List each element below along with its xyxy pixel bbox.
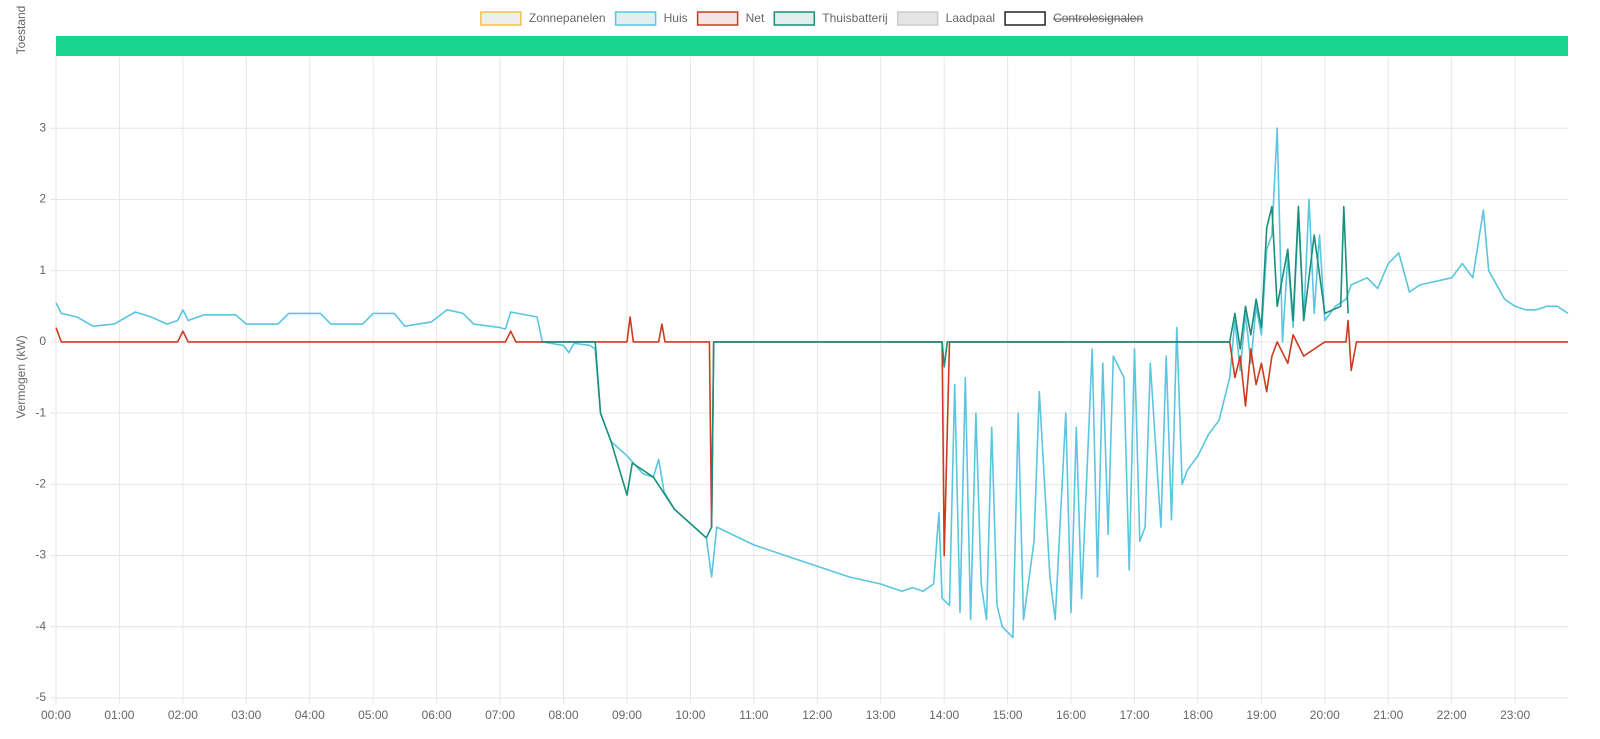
legend-swatch — [773, 11, 816, 26]
legend-label: Controlesignalen — [1053, 11, 1143, 25]
y-tick-label: 0 — [39, 334, 46, 348]
x-tick-label: 16:00 — [1056, 708, 1086, 722]
x-tick-label: 08:00 — [549, 708, 579, 722]
x-tick-label: 18:00 — [1183, 708, 1213, 722]
status-label: Toestand — [14, 6, 28, 55]
x-tick-label: 15:00 — [993, 708, 1023, 722]
x-tick-label: 11:00 — [739, 708, 768, 722]
y-tick-label: 3 — [39, 120, 46, 134]
x-tick-label: 05:00 — [358, 708, 388, 722]
x-tick-label: 09:00 — [612, 708, 642, 722]
legend-item[interactable]: Controlesignalen — [1004, 11, 1144, 26]
legend-item[interactable]: Net — [696, 11, 765, 26]
y-tick-label: 1 — [39, 263, 46, 277]
legend-label: Net — [746, 11, 765, 25]
legend-swatch — [696, 11, 739, 26]
series-line — [55, 316, 1568, 557]
x-tick-label: 19:00 — [1246, 708, 1276, 722]
x-tick-label: 10:00 — [675, 708, 705, 722]
y-tick-label: -2 — [35, 477, 46, 491]
legend-swatch — [614, 11, 657, 26]
legend-label: Zonnepanelen — [529, 11, 606, 25]
x-tick-label: 04:00 — [295, 708, 325, 722]
y-tick-label: -1 — [35, 405, 46, 419]
legend-item[interactable]: Huis — [614, 11, 688, 26]
legend-label: Laadpaal — [946, 11, 995, 25]
x-tick-label: 14:00 — [929, 708, 959, 722]
y-tick-label: -3 — [35, 548, 46, 562]
legend-item[interactable]: Laadpaal — [896, 11, 995, 26]
y-tick-label: -5 — [35, 690, 46, 704]
x-tick-label: 12:00 — [802, 708, 832, 722]
x-tick-label: 21:00 — [1373, 708, 1403, 722]
x-tick-label: 01:00 — [104, 708, 134, 722]
legend-label: Huis — [664, 11, 688, 25]
x-tick-label: 03:00 — [231, 708, 261, 722]
legend: Zonnepanelen Huis Net Thuisbatterij Laadpaal… — [480, 11, 1144, 26]
x-tick-label: 17:00 — [1119, 708, 1149, 722]
x-tick-label: 07:00 — [485, 708, 515, 722]
legend-swatch — [480, 11, 522, 26]
x-tick-label: 13:00 — [866, 708, 896, 722]
legend-swatch — [1004, 11, 1046, 26]
legend-label: Thuisbatterij — [822, 11, 887, 25]
legend-item[interactable]: Thuisbatterij — [773, 11, 888, 26]
x-tick-label: 06:00 — [422, 708, 452, 722]
y-tick-label: -4 — [35, 619, 46, 633]
x-tick-label: 02:00 — [168, 708, 198, 722]
y-tick-label: 2 — [39, 192, 46, 206]
series-line — [542, 205, 1349, 539]
x-tick-label: 23:00 — [1500, 708, 1530, 722]
x-tick-label: 20:00 — [1310, 708, 1340, 722]
x-tick-label: 00:00 — [41, 708, 71, 722]
status-bar — [56, 36, 1568, 56]
legend-swatch — [896, 11, 939, 26]
legend-item[interactable]: Zonnepanelen — [480, 11, 606, 26]
y-axis-label: Vermogen (kW) — [14, 335, 28, 418]
series-line — [55, 127, 1569, 639]
x-tick-label: 22:00 — [1437, 708, 1467, 722]
